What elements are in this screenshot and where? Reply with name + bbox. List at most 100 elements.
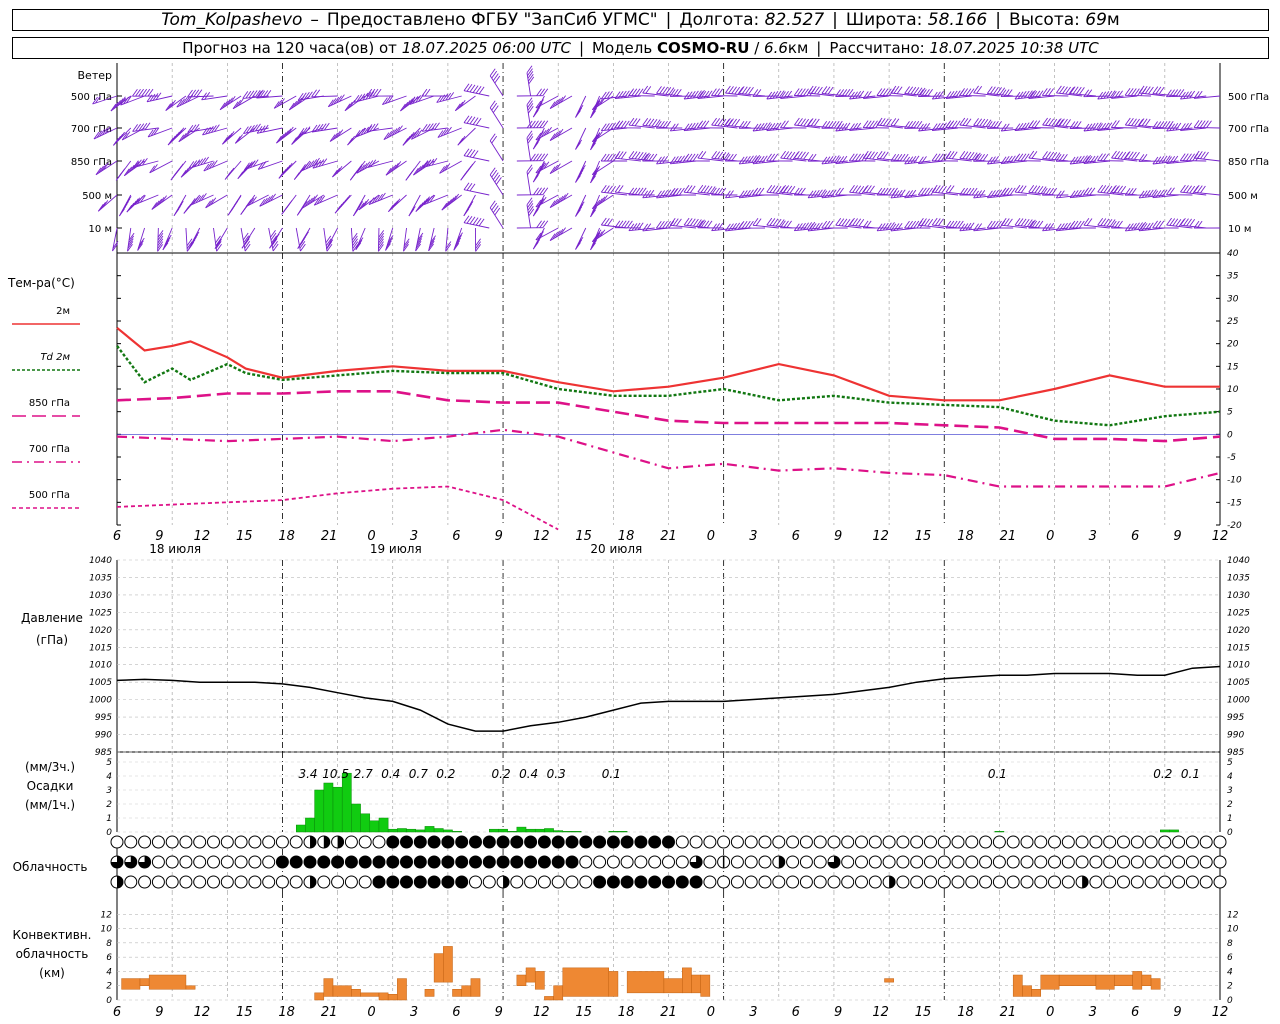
precip-bar [406,828,416,833]
wind-barb [1111,191,1138,196]
wind-barb-feather [783,220,789,229]
wind-barb [959,94,986,97]
wind-barb [725,92,752,97]
wind-barb [1125,94,1152,97]
cloud-symbol [634,875,648,889]
wind-barb-feather [448,92,455,100]
wind-barb [904,160,931,165]
wind-level-label-right: 10 м [1228,224,1251,235]
wind-barb-feather [686,185,693,193]
hour-tick-label: 6 [113,529,121,544]
wind-barb-feather [165,103,172,111]
wind-barb-feather [227,97,233,106]
wind-barb-feather [1147,189,1154,198]
wind-barb [1194,157,1221,162]
wind-barb-feather [402,101,409,110]
wind-barb-feather [604,185,610,193]
wind-barb-feather [827,121,834,129]
cloud-symbol [1048,855,1061,869]
wind-barb-feather [1152,121,1158,129]
wind-barb-feather [440,129,447,137]
precip-y-tick-label: 3 [106,786,112,796]
wind-barb-feather [302,162,309,171]
cloud-symbol [1089,835,1103,849]
wind-barb-feather [1166,156,1172,164]
wind-barb-feather [257,162,264,170]
wind-barb [849,191,876,196]
cloud-symbol [1130,855,1144,869]
wind-barb-feather [1042,223,1048,232]
wind-barb-feather [138,88,144,97]
wind-barb-feather [127,238,134,246]
wind-barb-feather [358,202,365,211]
wind-barb-feather [304,91,310,100]
temp-y-tick-label: 0 [1227,430,1233,440]
cloud-symbol [207,875,220,889]
wind-barb-feather [965,151,972,160]
temp-series-2 [116,389,1221,443]
cloud-symbol [951,875,965,889]
wind-barb-feather [1014,153,1021,161]
wind-barb-feather [931,217,938,226]
cloud-symbol [868,875,882,889]
wind-barb-feather [355,242,362,251]
precip-bar [323,782,334,833]
wind-barb-feather [128,202,135,211]
wind-barb-feather [890,223,897,232]
wind-barb-feather [1072,220,1079,229]
conv-y-tick-label: 10 [101,925,113,935]
wind-barb-feather [645,118,652,126]
wind-barb [1097,127,1124,131]
precip-y-tick-label: 0 [106,828,112,838]
wind-barb-feather [185,204,192,212]
wind-barb-feather [590,242,596,251]
wind-barb-feather [813,222,820,231]
wind-barb-feather [491,135,498,144]
wind-barb-feather [144,88,151,97]
wind-barb-feather [555,130,561,138]
cloud-symbol [689,875,703,889]
wind-barb-feather [709,186,716,194]
wind-barb-feather [115,100,121,108]
wind-barb-feather [669,156,676,165]
wind-barb-feather [280,132,287,140]
pressure-y-tick-label: 1035 [89,573,112,583]
cloud-symbol [662,835,675,849]
wind-barb-feather [662,120,668,129]
wind-barb-feather [755,218,762,226]
conv-cloud-bar [121,978,141,990]
wind-barb-feather [1175,218,1182,227]
wind-barb-feather [962,118,969,126]
wind-barb-feather [409,97,416,105]
wind-barb-feather [1186,91,1192,99]
conv-cloud-bar [1031,989,1042,997]
cloud-symbol [400,875,413,889]
wind-barb-feather [931,91,938,100]
wind-barb-feather [386,240,392,249]
wind-barb-feather [127,241,134,249]
wind-barb-feather [248,90,255,99]
wind-barb-feather [119,168,126,176]
hour-tick-label: 21 [1000,529,1017,544]
wind-barb-feather [466,116,473,124]
wind-barb-feather [455,237,462,246]
wind-barb-feather [656,86,662,94]
cloud-symbol [758,875,772,889]
cloud-symbol [1213,835,1227,849]
wind-barb-feather [890,153,897,162]
wind-barb-feather [810,190,817,198]
wind-barb-feather [752,89,759,97]
wind-barb-feather [354,130,361,138]
conv-cloud-bar [691,974,701,994]
wind-barb-feather [216,243,222,252]
wind-barb-feather [189,198,196,206]
wind-barb-feather [188,161,195,169]
wind-barb-feather [577,204,584,212]
wind-barb-feather [95,95,101,104]
temp-y-tick-label: 5 [1227,408,1233,418]
wind-barb-feather [1117,151,1124,159]
wind-barb-feather [237,134,243,142]
wind-barb-feather [540,162,547,171]
wind-barb-feather [780,91,786,99]
wind-barb-feather [954,120,961,128]
